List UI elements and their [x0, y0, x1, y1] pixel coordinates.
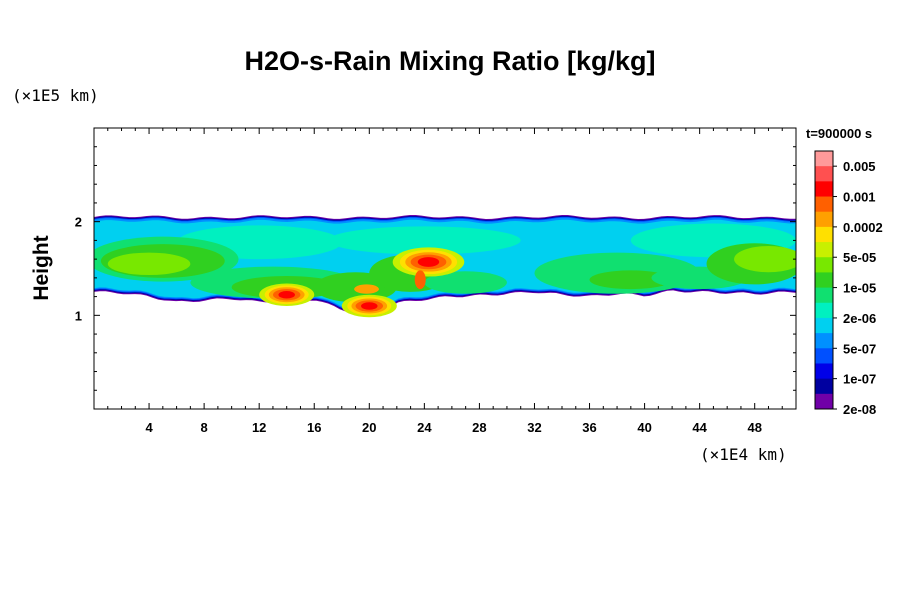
x-tick-label: 44	[692, 420, 707, 435]
colorbar-swatch	[815, 272, 833, 289]
colorbar-swatch	[815, 348, 833, 364]
rain-core-center	[361, 302, 378, 310]
colorbar-label: 1e-05	[843, 281, 876, 296]
y-axis-unit: (×1E5 km)	[12, 86, 99, 105]
colorbar-swatch	[815, 287, 833, 304]
colorbar-swatch	[815, 226, 833, 243]
colorbar-frame	[814, 150, 834, 410]
colorbar: 0.005 0.001 0.0002 5e-05 1e-05 2e-06 5e-07 1e-0…	[814, 150, 883, 417]
colorbar-swatch	[815, 333, 833, 349]
x-tick-label: 28	[472, 420, 486, 435]
colorbar-swatch	[815, 151, 833, 167]
colorbar-swatch	[815, 166, 833, 182]
x-tick-label: 40	[637, 420, 651, 435]
green-region	[424, 271, 507, 294]
x-tick-label: 16	[307, 420, 321, 435]
colorbar-swatch	[815, 378, 833, 395]
chart-title: H2O-s-Rain Mixing Ratio [kg/kg]	[244, 46, 656, 76]
colorbar-swatch	[815, 257, 833, 273]
x-tick-label: 8	[201, 420, 208, 435]
green-region	[589, 270, 673, 290]
y-tick-label: 2	[75, 215, 82, 230]
lime-region	[734, 246, 796, 273]
colorbar-swatch	[815, 393, 833, 410]
colorbar-label: 0.001	[843, 190, 876, 205]
colorbar-swatch	[815, 211, 833, 228]
colorbar-label: 0.0002	[843, 220, 883, 235]
rain-core-ring	[354, 284, 379, 294]
plot-frame	[93, 127, 797, 410]
colorbar-label: 1e-07	[843, 372, 876, 387]
rain-core-tail	[414, 270, 426, 290]
colorbar-swatch	[815, 363, 833, 380]
time-label: t=900000 s	[806, 126, 873, 141]
y-tick-label: 1	[75, 308, 82, 323]
colorbar-swatch	[815, 302, 833, 319]
colorbar-label: 5e-07	[843, 341, 876, 356]
x-tick-label: 12	[252, 420, 266, 435]
colorbar-label: 5e-05	[843, 250, 876, 265]
lime-region	[107, 252, 191, 276]
rain-core-center	[417, 257, 440, 267]
colorbar-swatch	[815, 242, 833, 258]
x-tick-label: 24	[417, 420, 432, 435]
x-tick-label: 48	[747, 420, 761, 435]
colorbar-swatch	[815, 181, 833, 198]
rain-core-center	[278, 290, 295, 299]
x-tick-label: 4	[145, 420, 153, 435]
colorbar-swatch	[815, 196, 833, 213]
x-axis-unit: (×1E4 km)	[700, 445, 787, 464]
colorbar-label: 2e-08	[843, 402, 876, 417]
colorbar-swatch	[815, 317, 833, 334]
x-tick-label: 20	[362, 420, 376, 435]
colorbar-label: 2e-06	[843, 311, 876, 326]
x-tick-label: 36	[582, 420, 596, 435]
colorbar-label: 0.005	[843, 159, 876, 174]
x-tick-label: 32	[527, 420, 541, 435]
teal-patch	[328, 226, 521, 255]
contour-field	[94, 215, 796, 318]
